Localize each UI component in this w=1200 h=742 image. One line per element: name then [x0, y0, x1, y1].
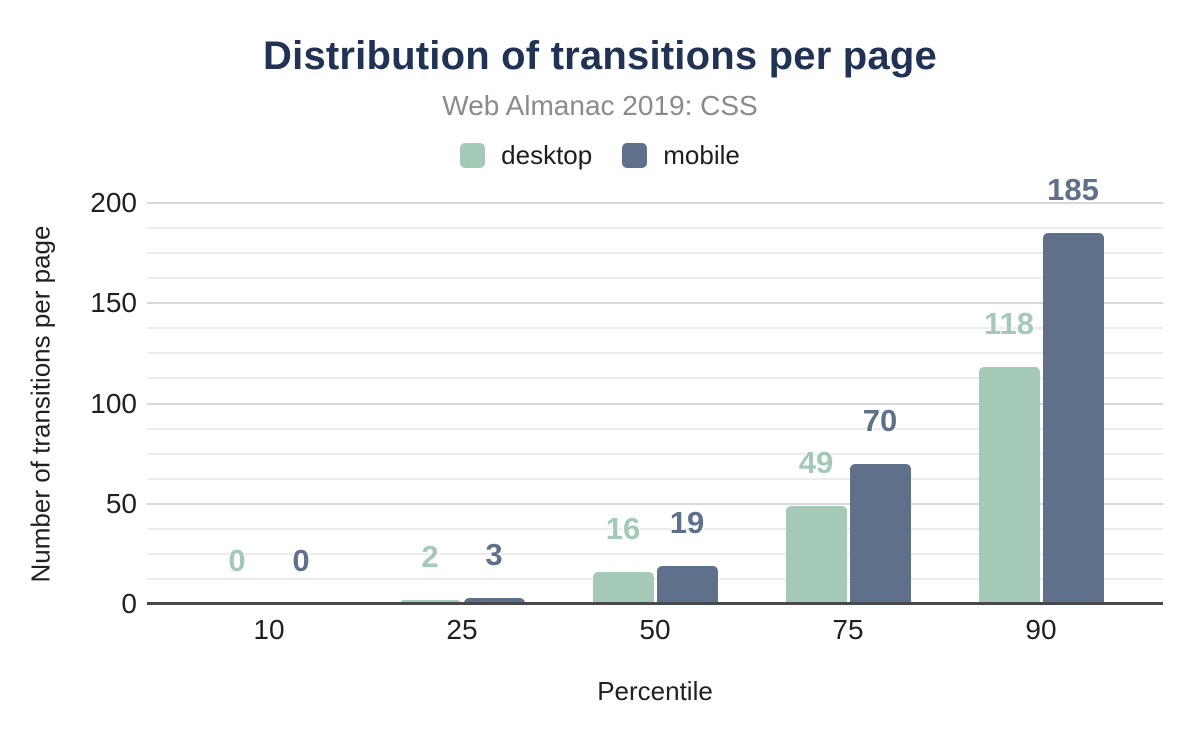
minor-gridline	[147, 277, 1163, 280]
legend-swatch-desktop-icon	[460, 143, 486, 168]
minor-gridline	[147, 477, 1163, 480]
chart-subtitle: Web Almanac 2019: CSS	[442, 90, 758, 121]
bar-mobile-p90[interactable]	[1042, 233, 1104, 604]
bar-mobile-p75[interactable]	[849, 464, 911, 604]
minor-gridline	[147, 227, 1163, 230]
minor-gridline	[147, 577, 1163, 580]
major-gridline	[147, 502, 1163, 505]
y-tick-label: 150	[90, 287, 137, 319]
major-gridline	[147, 302, 1163, 305]
legend-swatch-mobile-icon	[622, 143, 648, 168]
x-tick-label: 75	[832, 614, 864, 645]
bar-value-desktop-p25: 2	[421, 539, 439, 574]
bar-value-desktop-p75: 49	[798, 445, 834, 480]
minor-gridline	[147, 252, 1163, 255]
legend: desktop mobile	[0, 140, 1200, 171]
bar-mobile-p25[interactable]	[463, 598, 525, 604]
major-gridline	[147, 402, 1163, 405]
minor-gridline	[147, 427, 1163, 430]
legend-item-mobile: mobile	[622, 140, 740, 171]
bar-desktop-p75[interactable]	[785, 506, 847, 604]
x-axis-title: Percentile	[597, 676, 713, 706]
bar-mobile-p50[interactable]	[656, 566, 718, 604]
bar-desktop-p90[interactable]	[978, 367, 1040, 604]
x-tick-label: 25	[446, 614, 478, 645]
minor-gridline	[147, 452, 1163, 455]
bar-value-mobile-p25: 3	[485, 537, 503, 572]
y-tick-label: 50	[105, 487, 137, 519]
minor-gridline	[147, 352, 1163, 355]
legend-label-mobile: mobile	[663, 140, 740, 170]
legend-label-desktop: desktop	[501, 140, 593, 170]
minor-gridline	[147, 527, 1163, 530]
y-tick-label: 100	[90, 387, 137, 419]
x-tick-label: 50	[639, 614, 671, 645]
bar-value-desktop-p10: 0	[228, 543, 246, 578]
y-tick-label: 200	[90, 187, 137, 218]
y-tick-label: 0	[121, 588, 137, 619]
x-axis-line	[147, 602, 1163, 605]
minor-gridline	[147, 327, 1163, 330]
x-tick-label: 10	[253, 614, 285, 645]
minor-gridline	[147, 552, 1163, 555]
bar-value-mobile-p75: 70	[862, 403, 898, 438]
bar-value-desktop-p90: 118	[983, 306, 1035, 341]
bar-value-mobile-p10: 0	[292, 543, 310, 578]
minor-gridline	[147, 377, 1163, 380]
chart-title: Distribution of transitions per page	[263, 34, 937, 78]
plot-area: 0 0 2 3 16 19 49 70 118 185	[147, 174, 1163, 605]
legend-item-desktop: desktop	[460, 140, 592, 171]
bar-value-mobile-p50: 19	[669, 505, 705, 540]
bar-desktop-p50[interactable]	[592, 572, 654, 604]
major-gridline	[147, 202, 1163, 204]
bar-value-mobile-p90: 185	[1047, 172, 1099, 207]
x-tick-label: 90	[1025, 614, 1057, 645]
bar-value-desktop-p50: 16	[605, 511, 641, 546]
